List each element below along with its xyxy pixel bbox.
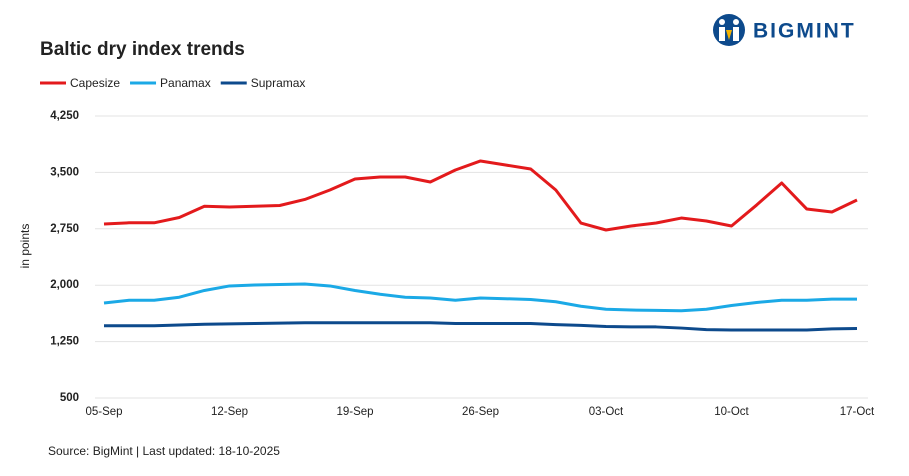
y-tick-label: 3,500 [50, 166, 79, 178]
legend-label: Panamax [160, 76, 211, 90]
legend-label: Capesize [70, 76, 120, 90]
y-axis-label: in points [18, 224, 32, 269]
y-tick-label: 2,000 [50, 279, 79, 291]
x-tick-label: 10-Oct [714, 406, 749, 418]
chart-title: Baltic dry index trends [40, 39, 245, 60]
x-tick-label: 26-Sep [462, 406, 499, 418]
logo-icon [713, 14, 745, 46]
series-line [103, 282, 857, 313]
source-note: Source: BigMint | Last updated: 18-10-20… [48, 444, 280, 458]
x-tick-label: 05-Sep [85, 406, 122, 418]
y-tick-label: 2,750 [50, 223, 79, 235]
brand-name: BIGMINT [753, 20, 856, 43]
legend-label: Supramax [251, 76, 306, 90]
series-line [103, 159, 858, 232]
y-tick-label: 500 [60, 392, 79, 404]
x-tick-label: 03-Oct [589, 406, 624, 418]
y-tick-label: 1,250 [50, 336, 79, 348]
x-tick-label: 17-Oct [840, 406, 875, 418]
y-tick-label: 4,250 [50, 110, 79, 122]
x-tick-label: 19-Sep [336, 406, 373, 418]
series-line [104, 321, 858, 332]
x-tick-label: 12-Sep [211, 406, 248, 418]
